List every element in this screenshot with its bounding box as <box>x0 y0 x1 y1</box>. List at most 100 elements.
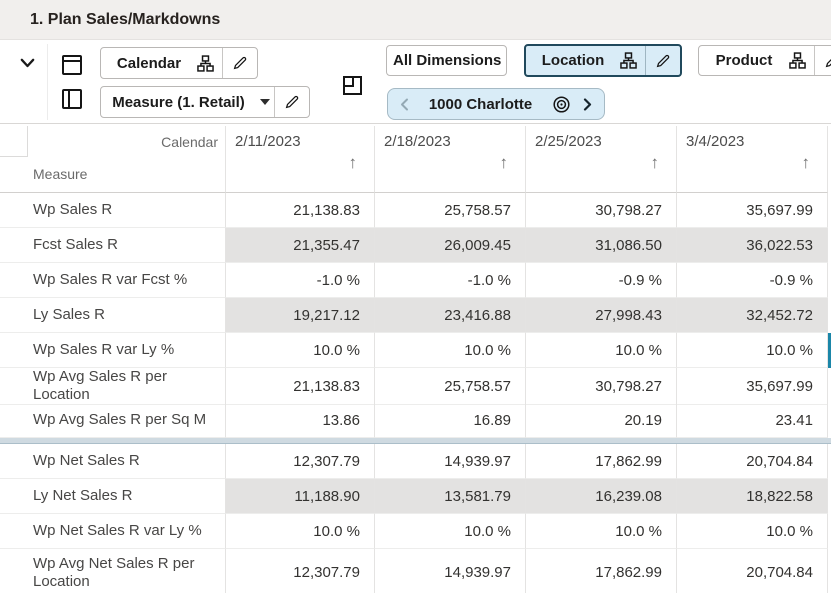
grid-cell[interactable]: 35,697.99 <box>677 193 828 228</box>
grid-cell[interactable]: 13.86 <box>226 403 375 438</box>
row-header[interactable]: Wp Avg Sales R per Sq M <box>0 403 226 438</box>
edit-product-pencil-icon[interactable] <box>815 46 831 75</box>
grid-cell[interactable]: 31,086.50 <box>526 228 677 263</box>
grid-cell[interactable]: 21,138.83 <box>226 193 375 228</box>
all-dimensions-button[interactable]: All Dimensions <box>386 45 507 76</box>
grid-cell[interactable]: 14,939.97 <box>375 549 526 593</box>
location-dimension-button[interactable]: Location <box>524 44 682 77</box>
row-header[interactable]: Wp Avg Net Sales R per Location <box>0 549 226 593</box>
grid-cell[interactable]: 35,697.99 <box>677 368 828 405</box>
edit-calendar-pencil-icon[interactable] <box>223 48 257 78</box>
product-dimension-button[interactable]: Product <box>698 45 831 76</box>
grid-cell[interactable]: 21,138.83 <box>226 368 375 405</box>
row-header[interactable]: Ly Net Sales R <box>0 479 226 514</box>
table-row: Wp Avg Sales R per Sq M13.8616.8920.1923… <box>0 403 831 438</box>
grid-cell[interactable]: 36,022.53 <box>677 228 828 263</box>
grid-cell[interactable]: 27,998.43 <box>526 298 677 333</box>
grid-cell[interactable]: 12,307.79 <box>226 549 375 593</box>
grid-cell[interactable]: 20,704.84 <box>677 549 828 593</box>
table-row: Wp Sales R21,138.8325,758.5730,798.2735,… <box>0 193 831 228</box>
measure-axis-button[interactable]: Measure (1. Retail) <box>100 86 310 118</box>
row-header[interactable]: Wp Net Sales R <box>0 444 226 479</box>
column-header[interactable]: 2/11/2023↑ <box>226 126 375 193</box>
calendar-axis-button[interactable]: Calendar <box>100 47 258 79</box>
grid-cell[interactable]: 17,862.99 <box>526 549 677 593</box>
edit-location-pencil-icon[interactable] <box>646 46 680 75</box>
grid-cell[interactable]: 10.0 % <box>226 514 375 549</box>
grid-cell[interactable]: 25,758.57 <box>375 193 526 228</box>
table-row: Wp Avg Net Sales R per Location12,307.79… <box>0 549 831 593</box>
row-header[interactable]: Fcst Sales R <box>0 228 226 263</box>
split-view-icon[interactable] <box>343 76 362 95</box>
grid-cell[interactable]: 10.0 % <box>226 333 375 368</box>
column-header[interactable]: 2/18/2023 ↑ <box>375 126 526 193</box>
grid-cell[interactable]: 17,862.99 <box>526 444 677 479</box>
grid-cell[interactable]: 30,798.27 <box>526 368 677 405</box>
toolbar-divider <box>47 44 48 120</box>
grid-cell[interactable]: 30,798.27 <box>526 193 677 228</box>
toolbar: Calendar Measure (1. Retail) <box>0 40 831 123</box>
grid-cell[interactable]: 19,217.12 <box>226 298 375 333</box>
grid-cell[interactable]: 11,188.90 <box>226 479 375 514</box>
column-dimension-label: Calendar <box>161 134 218 150</box>
grid-cell[interactable]: 10.0 % <box>375 333 526 368</box>
target-position-icon[interactable] <box>552 95 571 114</box>
grid-cell[interactable]: -0.9 % <box>677 263 828 298</box>
grid-cell[interactable]: 18,822.58 <box>677 479 828 514</box>
next-position-icon[interactable] <box>583 98 592 111</box>
grid-cell[interactable]: -1.0 % <box>375 263 526 298</box>
grid-cell[interactable]: 10.0 % <box>526 514 677 549</box>
column-header-label: 3/4/2023 <box>686 133 744 150</box>
chevron-down-icon[interactable] <box>20 58 35 69</box>
grid-cell[interactable]: 20,704.84 <box>677 444 828 479</box>
table-row: Fcst Sales R21,355.4726,009.4531,086.503… <box>0 228 831 263</box>
all-dimensions-label: All Dimensions <box>387 52 507 69</box>
grid-cell[interactable]: 10.0 % <box>677 514 828 549</box>
grid-cell[interactable]: 10.0 % <box>526 333 677 368</box>
grid-cell[interactable]: 23.41 <box>677 403 828 438</box>
grid-cell[interactable]: 23,416.88 <box>375 298 526 333</box>
table-row: Ly Sales R19,217.1223,416.8827,998.4332,… <box>0 298 831 333</box>
row-header[interactable]: Wp Net Sales R var Ly % <box>0 514 226 549</box>
grid-cell[interactable]: 16,239.08 <box>526 479 677 514</box>
grid-cell[interactable]: 20.19 <box>526 403 677 438</box>
grid-cell[interactable]: 25,758.57 <box>375 368 526 405</box>
grid-body: Wp Sales R21,138.8325,758.5730,798.2735,… <box>0 193 831 593</box>
hierarchy-icon <box>197 55 214 72</box>
row-header[interactable]: Ly Sales R <box>0 298 226 333</box>
grid-cell[interactable]: 10.0 % <box>677 333 828 368</box>
grid-cell[interactable]: 32,452.72 <box>677 298 828 333</box>
table-row: Wp Sales R var Fcst %-1.0 %-1.0 %-0.9 %-… <box>0 263 831 298</box>
column-header-label: 2/18/2023 <box>384 133 451 150</box>
sort-ascending-icon[interactable]: ↑ <box>802 153 811 173</box>
table-row: Wp Sales R var Ly %10.0 %10.0 %10.0 %10.… <box>0 333 831 368</box>
grid-header: Calendar Measure 2/11/2023↑2/18/2023↑2/2… <box>0 126 831 193</box>
previous-position-icon[interactable] <box>400 98 409 111</box>
grid-cell[interactable]: 21,355.47 <box>226 228 375 263</box>
titlebar: 1. Plan Sales/Markdowns <box>0 0 831 40</box>
column-header[interactable]: 2/25/2023↑ <box>526 126 677 193</box>
table-row: Wp Net Sales R12,307.7914,939.9717,862.9… <box>0 444 831 479</box>
row-header[interactable]: Wp Sales R var Ly % <box>0 333 226 368</box>
column-axis-icon[interactable] <box>62 89 82 109</box>
sort-ascending-icon[interactable]: ↑ <box>651 153 660 173</box>
grid-cell[interactable]: -1.0 % <box>226 263 375 298</box>
table-row: Wp Net Sales R var Ly %10.0 %10.0 %10.0 … <box>0 514 831 549</box>
grid-cell[interactable]: 26,009.45 <box>375 228 526 263</box>
column-header[interactable]: 3/4/2023 ↑ <box>677 126 828 193</box>
row-header[interactable]: Wp Sales R <box>0 193 226 228</box>
grid-cell[interactable]: 10.0 % <box>375 514 526 549</box>
dropdown-caret-icon[interactable] <box>260 99 270 105</box>
grid-cell[interactable]: -0.9 % <box>526 263 677 298</box>
row-dimension-label: Measure <box>33 166 87 182</box>
row-header[interactable]: Wp Sales R var Fcst % <box>0 263 226 298</box>
grid-cell[interactable]: 16.89 <box>375 403 526 438</box>
row-axis-icon[interactable] <box>62 55 82 75</box>
grid-cell[interactable]: 14,939.97 <box>375 444 526 479</box>
edit-measure-pencil-icon[interactable] <box>275 87 309 117</box>
sort-ascending-icon[interactable]: ↑ <box>349 153 358 173</box>
grid-cell[interactable]: 12,307.79 <box>226 444 375 479</box>
grid-cell[interactable]: 13,581.79 <box>375 479 526 514</box>
sort-ascending-icon[interactable]: ↑ <box>500 153 509 173</box>
row-header[interactable]: Wp Avg Sales R per Location <box>0 368 226 405</box>
